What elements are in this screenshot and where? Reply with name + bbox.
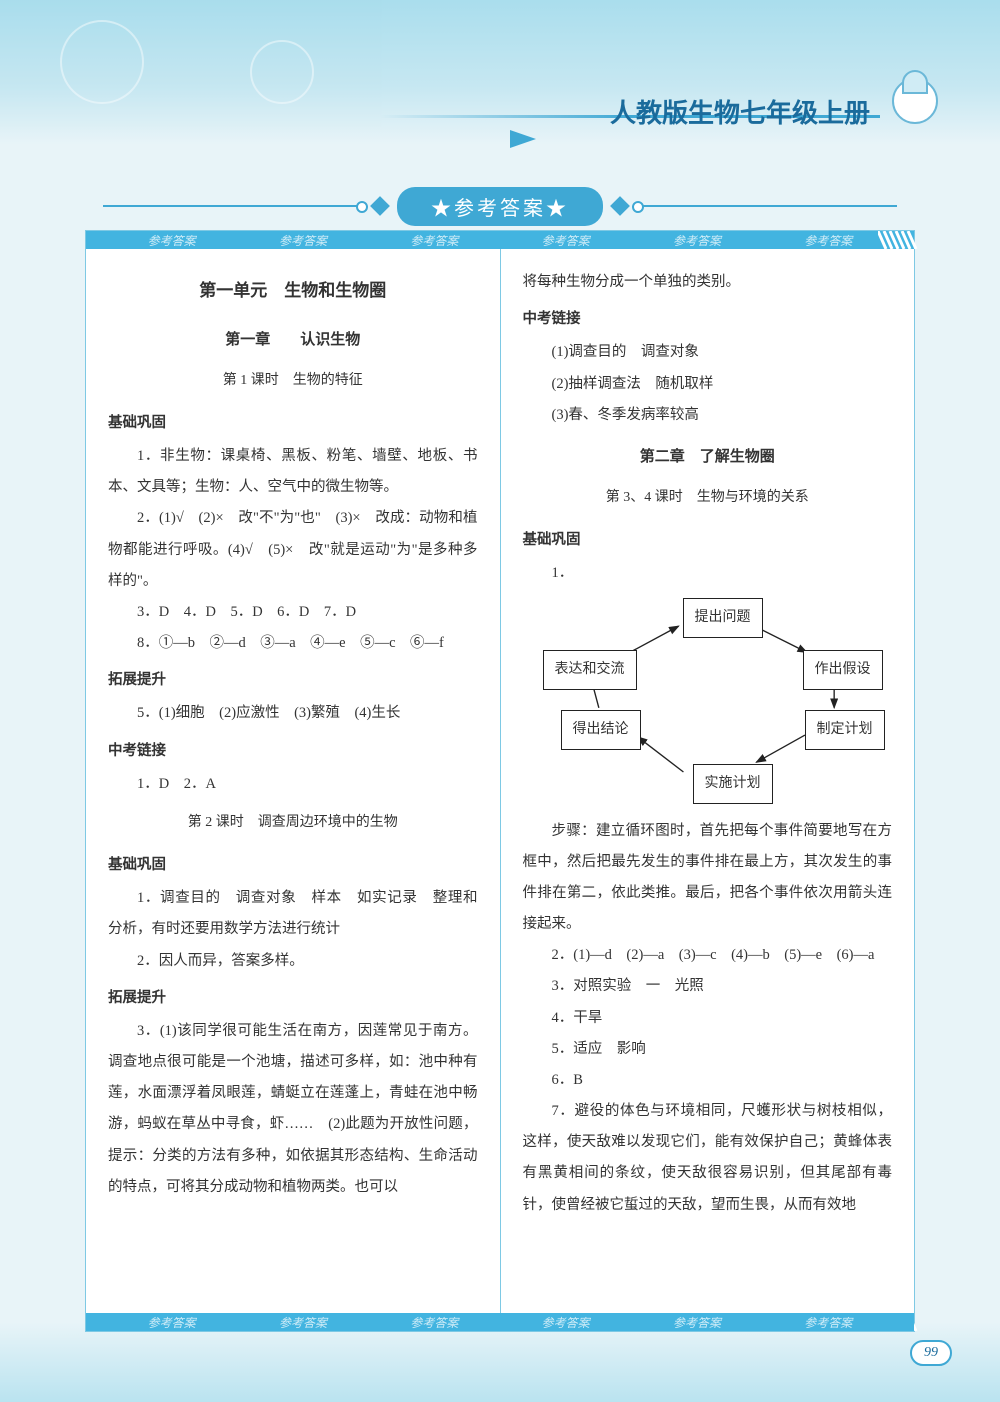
book-title: 人教版生物七年级上册 — [610, 93, 870, 130]
section-heading: 拓展提升 — [108, 665, 478, 696]
answer-text: 5．(1)细胞 (2)应激性 (3)繁殖 (4)生长 — [108, 698, 478, 729]
answer-text: 4．干旱 — [523, 1003, 893, 1034]
answer-text: 2．(1)√ (2)× 改"不"为"也" (3)× 改成：动物和植物都能进行呼吸… — [108, 503, 478, 597]
answer-text: (2)抽样调查法 随机取样 — [523, 369, 893, 400]
section-heading: 基础巩固 — [108, 408, 478, 439]
chapter-title: 第一章 认识生物 — [108, 324, 478, 356]
mascot-icon — [880, 78, 950, 148]
banner-line-right — [637, 205, 897, 207]
content-columns: 第一单元 生物和生物圈 第一章 认识生物 第 1 课时 生物的特征 基础巩固 1… — [86, 249, 914, 1313]
border-seg: 参考答案 — [804, 1314, 852, 1331]
diagram-box: 表达和交流 — [543, 650, 637, 690]
diagram-box: 制定计划 — [805, 710, 885, 750]
page-frame: 参考答案 参考答案 参考答案 参考答案 参考答案 参考答案 第一单元 生物和生物… — [85, 230, 915, 1332]
answer-text: 步骤：建立循环图时，首先把每个事件简要地写在方框中，然后把最先发生的事件排在最上… — [523, 816, 893, 941]
diagram-box: 实施计划 — [693, 764, 773, 804]
answer-text: 2．因人而异，答案多样。 — [108, 946, 478, 977]
answer-text: (1)调查目的 调查对象 — [523, 337, 893, 368]
answer-text: 1．D 2．A — [108, 769, 478, 800]
answer-text: 3．(1)该同学很可能生活在南方，因莲常见于南方。调查地点很可能是一个池塘，描述… — [108, 1016, 478, 1203]
cycle-diagram: 提出问题 作出假设 制定计划 实施计划 得出结论 表达和交流 — [523, 596, 893, 806]
paper-plane-icon — [510, 130, 538, 150]
border-seg: 参考答案 — [148, 232, 196, 249]
answer-text: 7．避役的体色与环境相同，尺蠖形状与树枝相似，这样，使天敌难以发现它们，能有效保… — [523, 1096, 893, 1221]
section-heading: 中考链接 — [523, 304, 893, 335]
border-seg: 参考答案 — [279, 1314, 327, 1331]
diagram-box: 提出问题 — [683, 598, 763, 638]
right-column: 将每种生物分成一个单独的类别。 中考链接 (1)调查目的 调查对象 (2)抽样调… — [501, 249, 915, 1313]
lesson-title: 第 2 课时 调查周边环境中的生物 — [108, 808, 478, 838]
answer-text: 1．非生物：课桌椅、黑板、粉笔、墙壁、地板、书本、文具等；生物：人、空气中的微生… — [108, 441, 478, 503]
border-seg: 参考答案 — [804, 232, 852, 249]
answer-text: (3)春、冬季发病率较高 — [523, 400, 893, 431]
answer-text: 1． — [523, 558, 893, 589]
bg-decoration-bottom — [0, 1322, 1000, 1402]
answer-text: 1．调查目的 调查对象 样本 如实记录 整理和分析，有时还要用数学方法进行统计 — [108, 883, 478, 945]
answer-text: 2．(1)—d (2)—a (3)—c (4)—b (5)—e (6)—a — [523, 940, 893, 971]
border-seg: 参考答案 — [279, 232, 327, 249]
section-heading: 基础巩固 — [108, 850, 478, 881]
diamond-icon — [610, 196, 630, 216]
border-seg: 参考答案 — [673, 232, 721, 249]
answer-text: 6．B — [523, 1065, 893, 1096]
answer-text: 3．对照实验 一 光照 — [523, 971, 893, 1002]
section-heading: 基础巩固 — [523, 525, 893, 556]
border-bottom: 参考答案 参考答案 参考答案 参考答案 参考答案 参考答案 — [86, 1313, 914, 1331]
diagram-box: 得出结论 — [561, 710, 641, 750]
border-seg: 参考答案 — [148, 1314, 196, 1331]
page-number-value: 99 — [910, 1340, 952, 1366]
answers-banner: ★参考答案★ — [397, 187, 603, 226]
unit-title: 第一单元 生物和生物圈 — [108, 273, 478, 310]
border-seg: 参考答案 — [542, 232, 590, 249]
answer-text: 3．D 4．D 5．D 6．D 7．D — [108, 597, 478, 628]
border-top: 参考答案 参考答案 参考答案 参考答案 参考答案 参考答案 — [86, 231, 914, 249]
answer-text: 8．①—b ②—d ③—a ④—e ⑤—c ⑥—f — [108, 628, 478, 659]
chapter-title: 第二章 了解生物圈 — [523, 441, 893, 473]
diagram-box: 作出假设 — [803, 650, 883, 690]
section-heading: 拓展提升 — [108, 983, 478, 1014]
answer-text: 将每种生物分成一个单独的类别。 — [523, 267, 893, 298]
corner-stripes-icon — [878, 231, 918, 249]
border-seg: 参考答案 — [542, 1314, 590, 1331]
border-seg: 参考答案 — [673, 1314, 721, 1331]
border-seg: 参考答案 — [410, 232, 458, 249]
banner-row: ★参考答案★ — [0, 188, 1000, 224]
lesson-title: 第 3、4 课时 生物与环境的关系 — [523, 483, 893, 513]
page-number: 99 — [910, 1340, 952, 1370]
section-heading: 中考链接 — [108, 736, 478, 767]
lesson-title: 第 1 课时 生物的特征 — [108, 366, 478, 396]
banner-line-left — [103, 205, 363, 207]
left-column: 第一单元 生物和生物圈 第一章 认识生物 第 1 课时 生物的特征 基础巩固 1… — [86, 249, 501, 1313]
diamond-icon — [370, 196, 390, 216]
border-seg: 参考答案 — [410, 1314, 458, 1331]
answer-text: 5．适应 影响 — [523, 1034, 893, 1065]
